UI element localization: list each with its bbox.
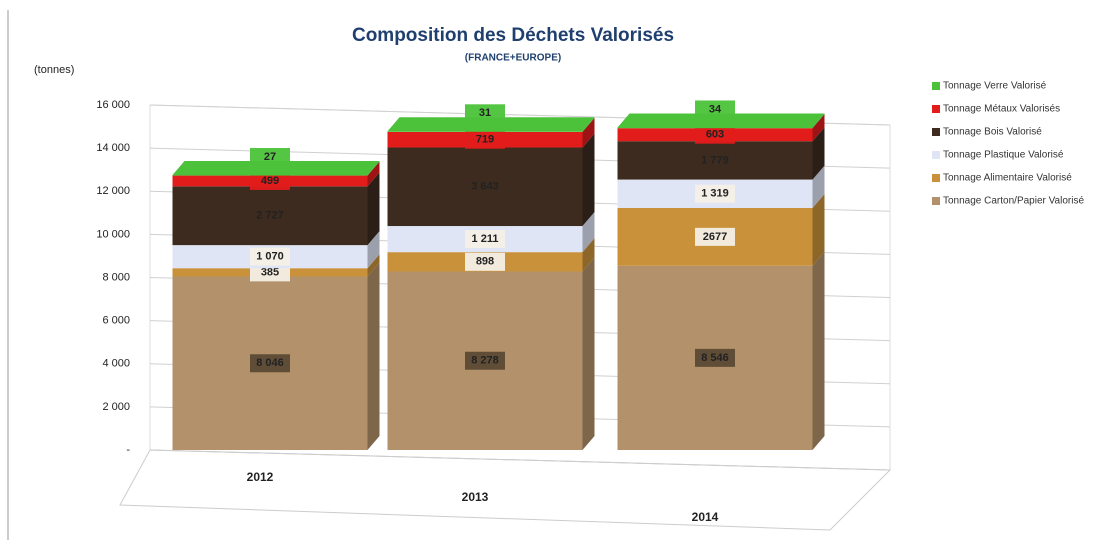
bar-side <box>813 252 825 450</box>
legend-swatch <box>932 174 940 182</box>
y-tick-label: 12 000 <box>96 185 130 197</box>
legend-label: Tonnage Carton/Papier Valorisé <box>943 196 1084 207</box>
data-label: 603 <box>706 129 724 141</box>
bar <box>173 175 368 176</box>
legend-swatch <box>932 197 940 205</box>
x-tick-label: 2013 <box>462 490 489 504</box>
x-tick-label: 2012 <box>247 470 274 484</box>
y-tick-label: 2 000 <box>102 401 130 413</box>
data-label: 1 319 <box>701 188 729 200</box>
chart-subtitle: (FRANCE+EUROPE) <box>465 53 561 64</box>
bar <box>388 131 583 132</box>
legend-label: Tonnage Alimentaire Valorisé <box>943 173 1072 184</box>
y-tick-label: 16 000 <box>96 99 130 111</box>
data-label: 8 046 <box>256 357 284 369</box>
legend-label: Tonnage Métaux Valorisés <box>943 104 1060 115</box>
data-label: 898 <box>476 256 494 268</box>
bar-side <box>583 133 595 226</box>
floor <box>120 450 890 530</box>
legend-swatch <box>932 151 940 159</box>
data-label: 1 779 <box>701 154 729 166</box>
legend-label: Tonnage Plastique Valorisé <box>943 150 1064 161</box>
legend-label: Tonnage Bois Valorisé <box>943 127 1042 138</box>
chart: Composition des Déchets Valorisés (FRANC… <box>0 0 1094 545</box>
data-label: 27 <box>264 151 276 163</box>
data-label: 31 <box>479 107 491 119</box>
legend-label: Tonnage Verre Valorisé <box>943 81 1047 92</box>
data-label: 2 727 <box>256 210 284 222</box>
data-label: 8 278 <box>471 355 499 367</box>
bar-side <box>583 258 595 450</box>
legend-swatch <box>932 82 940 90</box>
y-tick-label: 6 000 <box>102 315 130 327</box>
data-label: 34 <box>709 103 722 115</box>
bar <box>618 127 813 128</box>
legend-swatch <box>932 105 940 113</box>
x-tick-label: 2014 <box>692 510 719 524</box>
y-tick-label: 14 000 <box>96 142 130 154</box>
legend-swatch <box>932 128 940 136</box>
y-axis-label: (tonnes) <box>34 64 74 76</box>
data-label: 1 070 <box>256 251 284 263</box>
y-tick-label: 4 000 <box>102 358 130 370</box>
y-tick-label: 8 000 <box>102 271 130 283</box>
y-tick-label: - <box>126 444 130 456</box>
data-label: 3 643 <box>471 181 499 193</box>
data-label: 499 <box>261 175 279 187</box>
chart-title: Composition des Déchets Valorisés <box>352 25 674 46</box>
y-tick-label: 10 000 <box>96 228 130 240</box>
data-label: 8 546 <box>701 352 729 364</box>
data-label: 1 211 <box>472 233 499 245</box>
data-label: 2677 <box>703 231 727 243</box>
data-label: 719 <box>476 134 494 146</box>
bar-side <box>368 263 380 450</box>
